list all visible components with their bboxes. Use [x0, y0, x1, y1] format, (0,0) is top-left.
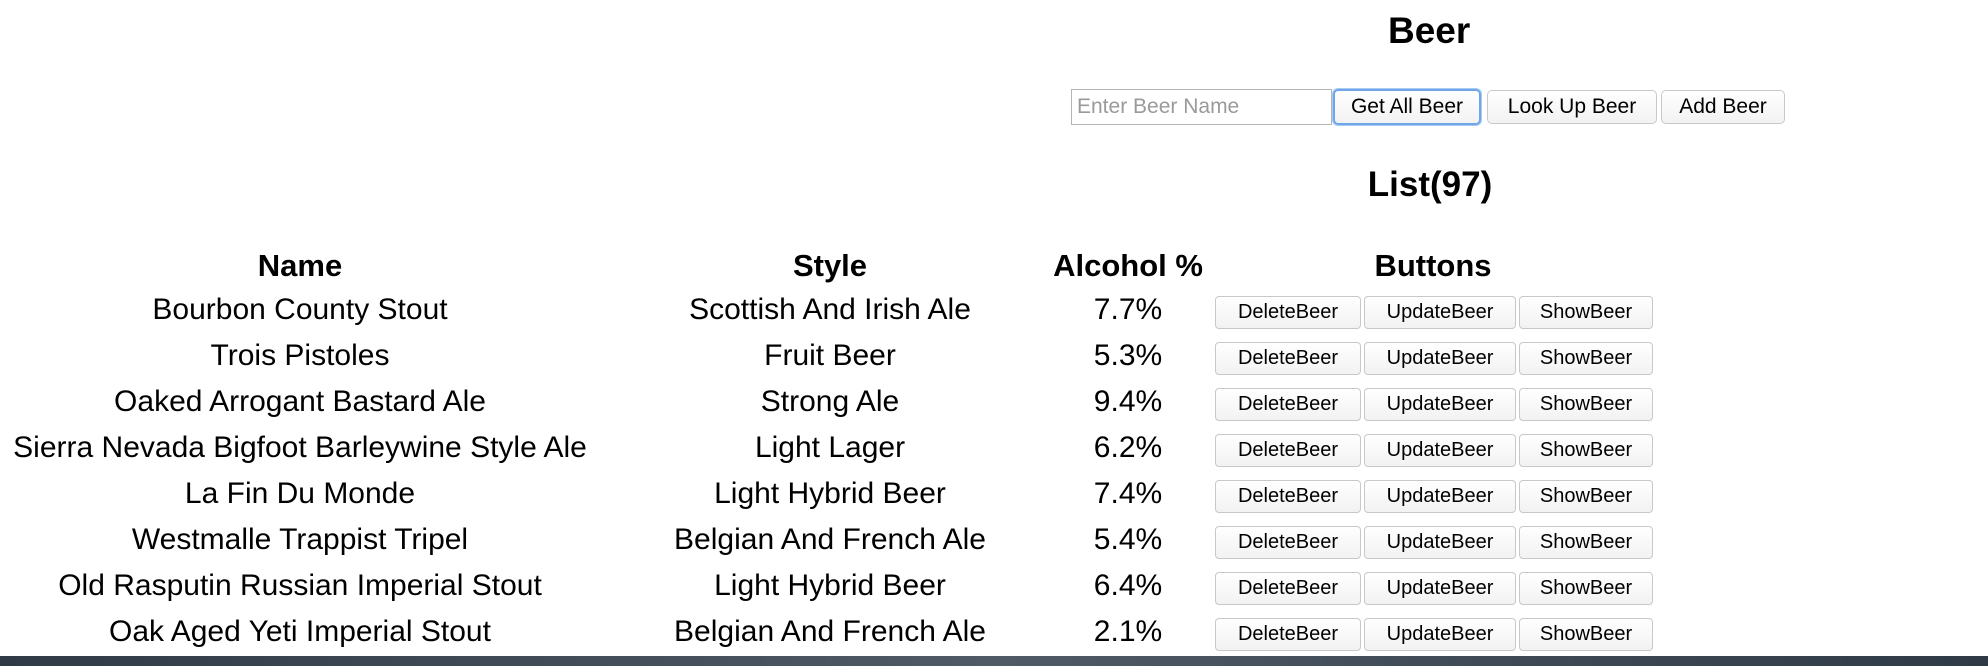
- beer-name-cell: Oaked Arrogant Bastard Ale: [114, 385, 486, 418]
- add-beer-button[interactable]: Add Beer: [1661, 90, 1785, 124]
- delete-beer-button[interactable]: DeleteBeer: [1215, 342, 1361, 375]
- update-beer-button[interactable]: UpdateBeer: [1364, 434, 1516, 467]
- beer-name-input[interactable]: [1071, 89, 1332, 125]
- beer-alcohol-cell: 7.4%: [1093, 477, 1163, 510]
- delete-beer-button[interactable]: DeleteBeer: [1215, 618, 1361, 651]
- look-up-beer-button[interactable]: Look Up Beer: [1487, 90, 1657, 124]
- beer-style-cell: Scottish And Irish Ale: [689, 293, 971, 326]
- show-beer-button[interactable]: ShowBeer: [1519, 342, 1653, 375]
- delete-beer-button[interactable]: DeleteBeer: [1215, 388, 1361, 421]
- delete-beer-button[interactable]: DeleteBeer: [1215, 526, 1361, 559]
- delete-beer-button[interactable]: DeleteBeer: [1215, 296, 1361, 329]
- delete-beer-button[interactable]: DeleteBeer: [1215, 434, 1361, 467]
- beer-style-cell: Belgian And French Ale: [674, 615, 986, 648]
- beer-alcohol-cell: 5.4%: [1093, 523, 1163, 556]
- get-all-beer-button[interactable]: Get All Beer: [1333, 89, 1481, 125]
- update-beer-button[interactable]: UpdateBeer: [1364, 480, 1516, 513]
- list-count-heading: List(97): [1367, 165, 1493, 204]
- column-header-alcohol: Alcohol %: [1053, 248, 1203, 283]
- beer-style-cell: Light Hybrid Beer: [714, 477, 946, 510]
- show-beer-button[interactable]: ShowBeer: [1519, 572, 1653, 605]
- beer-name-cell: Bourbon County Stout: [152, 293, 448, 326]
- update-beer-button[interactable]: UpdateBeer: [1364, 296, 1516, 329]
- update-beer-button[interactable]: UpdateBeer: [1364, 618, 1516, 651]
- update-beer-button[interactable]: UpdateBeer: [1364, 526, 1516, 559]
- beer-style-cell: Fruit Beer: [764, 339, 896, 372]
- beer-name-cell: Trois Pistoles: [210, 339, 390, 372]
- column-header-name: Name: [257, 248, 343, 283]
- beer-alcohol-cell: 7.7%: [1093, 293, 1163, 326]
- update-beer-button[interactable]: UpdateBeer: [1364, 572, 1516, 605]
- beer-alcohol-cell: 9.4%: [1093, 385, 1163, 418]
- beer-name-cell: Sierra Nevada Bigfoot Barleywine Style A…: [13, 431, 587, 464]
- beer-name-cell: Old Rasputin Russian Imperial Stout: [58, 569, 542, 602]
- update-beer-button[interactable]: UpdateBeer: [1364, 388, 1516, 421]
- beer-style-cell: Light Lager: [754, 431, 906, 464]
- beer-style-cell: Strong Ale: [760, 385, 900, 418]
- beer-style-cell: Belgian And French Ale: [674, 523, 986, 556]
- beer-alcohol-cell: 5.3%: [1093, 339, 1163, 372]
- beer-name-cell: La Fin Du Monde: [184, 477, 416, 510]
- show-beer-button[interactable]: ShowBeer: [1519, 618, 1653, 651]
- delete-beer-button[interactable]: DeleteBeer: [1215, 480, 1361, 513]
- column-header-style: Style: [792, 248, 868, 283]
- dock-edge: [0, 656, 1988, 666]
- page-title: Beer: [1388, 10, 1471, 51]
- show-beer-button[interactable]: ShowBeer: [1519, 434, 1653, 467]
- update-beer-button[interactable]: UpdateBeer: [1364, 342, 1516, 375]
- beer-alcohol-cell: 2.1%: [1093, 615, 1163, 648]
- beer-style-cell: Light Hybrid Beer: [714, 569, 946, 602]
- show-beer-button[interactable]: ShowBeer: [1519, 296, 1653, 329]
- beer-name-cell: Westmalle Trappist Tripel: [131, 523, 469, 556]
- beer-name-cell: Oak Aged Yeti Imperial Stout: [109, 615, 491, 648]
- show-beer-button[interactable]: ShowBeer: [1519, 388, 1653, 421]
- show-beer-button[interactable]: ShowBeer: [1519, 526, 1653, 559]
- beer-alcohol-cell: 6.4%: [1093, 569, 1163, 602]
- column-header-buttons: Buttons: [1374, 248, 1492, 283]
- show-beer-button[interactable]: ShowBeer: [1519, 480, 1653, 513]
- delete-beer-button[interactable]: DeleteBeer: [1215, 572, 1361, 605]
- beer-alcohol-cell: 6.2%: [1093, 431, 1163, 464]
